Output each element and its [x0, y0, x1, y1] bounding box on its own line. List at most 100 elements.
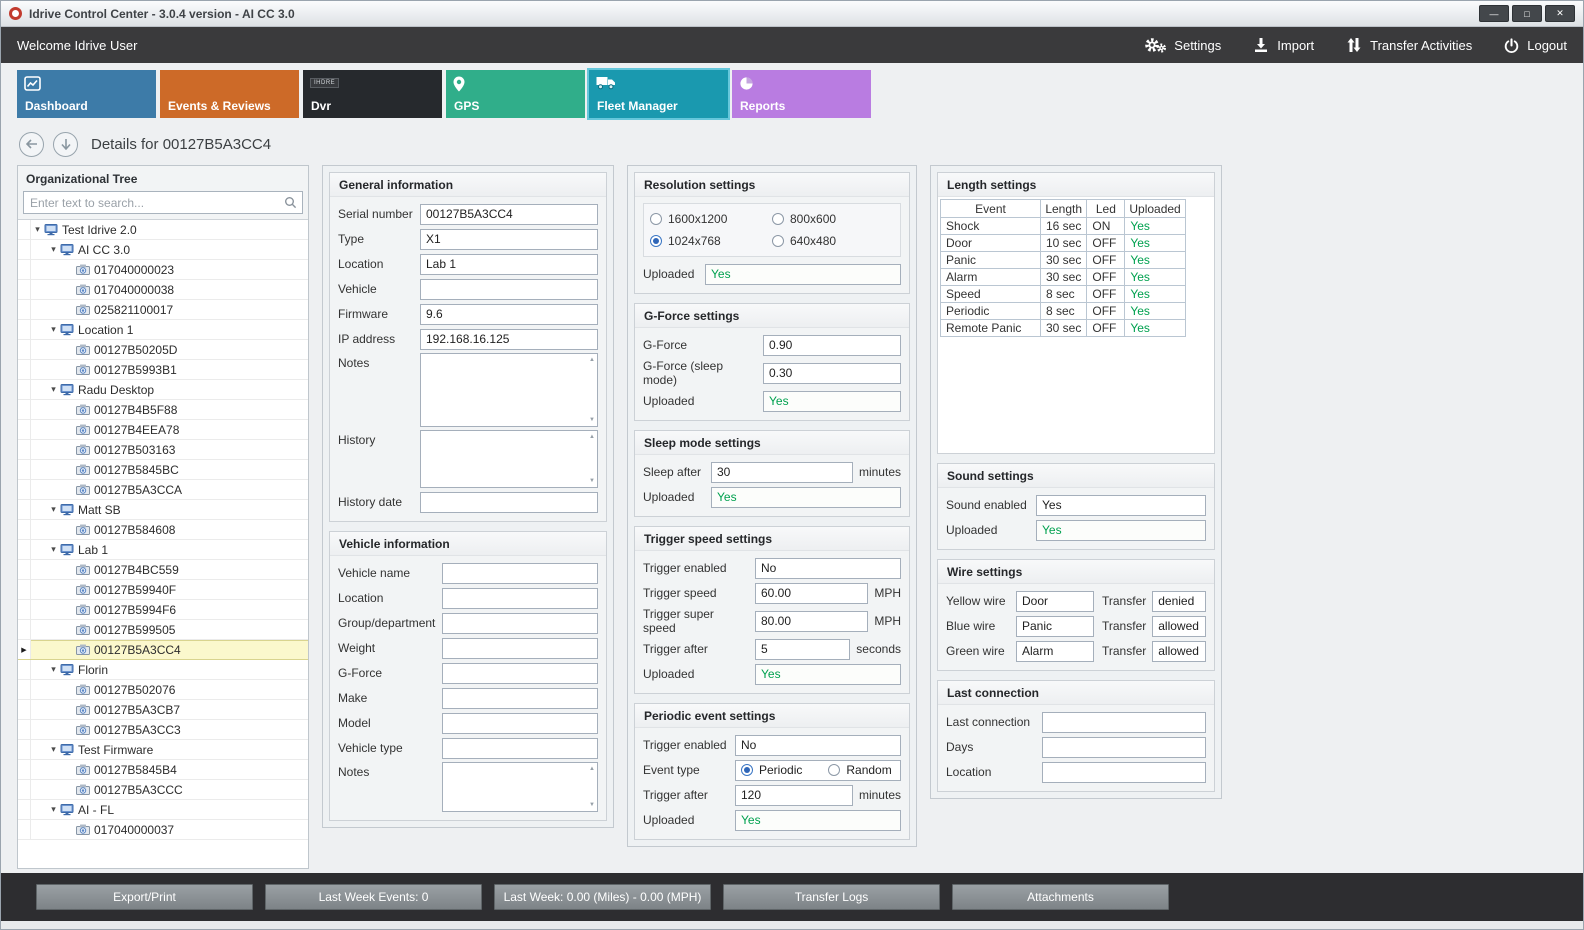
minimize-button[interactable]: — — [1479, 5, 1509, 22]
type-input[interactable]: X1 — [420, 228, 598, 250]
length-row[interactable]: Alarm 30 sec OFF Yes — [940, 268, 1186, 286]
history-date-input[interactable] — [420, 491, 598, 513]
tree-item-matt-sb[interactable]: ▾ Matt SB — [18, 500, 308, 520]
trigger-enabled-input[interactable]: No — [735, 734, 901, 756]
tree-item-test-firmware[interactable]: ▾ Test Firmware — [18, 740, 308, 760]
tree-item-test-idrive-2-0[interactable]: ▾ Test Idrive 2.0 — [18, 220, 308, 240]
length-row[interactable]: Panic 30 sec OFF Yes — [940, 251, 1186, 269]
length-row[interactable]: Remote Panic 30 sec OFF Yes — [940, 319, 1186, 337]
tree-item-radu-desktop[interactable]: ▾ Radu Desktop — [18, 380, 308, 400]
uploaded-input[interactable]: Yes — [1036, 519, 1206, 541]
resolution-option-1600x1200[interactable]: 1600x1200 — [650, 212, 772, 226]
tree-item-location-1[interactable]: ▾ Location 1 — [18, 320, 308, 340]
vehicle-name-input[interactable] — [442, 562, 598, 584]
tree-item-00127b59940f[interactable]: 00127B59940F — [18, 580, 308, 600]
expander-icon[interactable]: ▾ — [51, 324, 56, 334]
group-department-input[interactable] — [442, 612, 598, 634]
tree-search-input[interactable] — [24, 195, 284, 210]
firmware-input[interactable]: 9.6 — [420, 303, 598, 325]
attachments-button[interactable]: Attachments — [952, 884, 1169, 910]
resolution-option-640x480[interactable]: 640x480 — [772, 234, 894, 248]
length-row[interactable]: Speed 8 sec OFF Yes — [940, 285, 1186, 303]
g-force-sleep-mode-input[interactable]: 0.30 — [763, 362, 901, 384]
expander-icon[interactable]: ▾ — [51, 544, 56, 554]
tree-item-00127b4bc559[interactable]: 00127B4BC559 — [18, 560, 308, 580]
trigger-after-input[interactable]: 5 — [755, 638, 851, 660]
expander-icon[interactable]: ▾ — [51, 504, 56, 514]
tree-item-00127b5a3cc3[interactable]: 00127B5A3CC3 — [18, 720, 308, 740]
tree-item-00127b584608[interactable]: 00127B584608 — [18, 520, 308, 540]
tree-item-00127b5a3cca[interactable]: 00127B5A3CCA — [18, 480, 308, 500]
tree-item-00127b5a3cb7[interactable]: 00127B5A3CB7 — [18, 700, 308, 720]
transfer-activities-button[interactable]: Transfer Activities — [1346, 37, 1472, 53]
sound-enabled-input[interactable]: Yes — [1036, 494, 1206, 516]
expander-icon[interactable]: ▾ — [35, 224, 40, 234]
tree-item-00127b50205d[interactable]: 00127B50205D — [18, 340, 308, 360]
trigger-enabled-input[interactable]: No — [755, 557, 901, 579]
uploaded-input[interactable]: Yes — [711, 486, 901, 508]
tree-item-florin[interactable]: ▾ Florin — [18, 660, 308, 680]
tree-item-00127b5845b4[interactable]: 00127B5845B4 — [18, 760, 308, 780]
event-type-option-periodic[interactable]: Periodic — [741, 763, 802, 777]
event-type-option-random[interactable]: Random — [828, 763, 892, 777]
uploaded-input[interactable]: Yes — [763, 390, 901, 412]
tree-item-00127b5a3cc4[interactable]: ▶ 00127B5A3CC4 — [18, 640, 308, 660]
transfer-logs-button[interactable]: Transfer Logs — [723, 884, 940, 910]
uploaded-input[interactable]: Yes — [705, 263, 901, 285]
tree-item-00127b5845bc[interactable]: 00127B5845BC — [18, 460, 308, 480]
tree-item-00127b4eea78[interactable]: 00127B4EEA78 — [18, 420, 308, 440]
notes-textarea[interactable]: ▲ ▼ — [420, 353, 598, 427]
tree-item-025821100017[interactable]: 025821100017 — [18, 300, 308, 320]
tree-item-ai-fl[interactable]: ▾ AI - FL — [18, 800, 308, 820]
back-button[interactable] — [19, 131, 44, 157]
green-wire-input[interactable]: Alarm — [1016, 640, 1094, 662]
expander-icon[interactable]: ▾ — [51, 804, 56, 814]
tab-dvr[interactable]: IHDRE Dvr — [303, 70, 442, 118]
tree-item-017040000038[interactable]: 017040000038 — [18, 280, 308, 300]
expander-icon[interactable]: ▾ — [51, 664, 56, 674]
blue-wire-input[interactable]: Panic — [1016, 615, 1094, 637]
uploaded-input[interactable]: Yes — [755, 663, 901, 685]
length-row[interactable]: Door 10 sec OFF Yes — [940, 234, 1186, 252]
length-row[interactable]: Shock 16 sec ON Yes — [940, 217, 1186, 235]
export-print-button[interactable]: Export/Print — [36, 884, 253, 910]
tree-item-00127b503163[interactable]: 00127B503163 — [18, 440, 308, 460]
uploaded-input[interactable]: Yes — [735, 809, 901, 831]
maximize-button[interactable]: □ — [1512, 5, 1542, 22]
close-button[interactable]: ✕ — [1545, 5, 1575, 22]
tree-item-00127b4b5f88[interactable]: 00127B4B5F88 — [18, 400, 308, 420]
tree-item-00127b5993b1[interactable]: 00127B5993B1 — [18, 360, 308, 380]
last-connection-input[interactable] — [1042, 711, 1206, 733]
serial-number-input[interactable]: 00127B5A3CC4 — [420, 203, 598, 225]
days-input[interactable] — [1042, 736, 1206, 758]
last-week-events-button[interactable]: Last Week Events: 0 — [265, 884, 482, 910]
yellow-wire-transfer-input[interactable]: denied — [1152, 590, 1206, 612]
tab-events-reviews[interactable]: Events & Reviews — [160, 70, 299, 118]
g-force-input[interactable]: 0.90 — [763, 334, 901, 356]
tree-item-lab-1[interactable]: ▾ Lab 1 — [18, 540, 308, 560]
vehicle-type-input[interactable] — [442, 737, 598, 759]
location-input[interactable]: Lab 1 — [420, 253, 598, 275]
history-textarea[interactable]: ▲ ▼ — [420, 430, 598, 488]
location-input[interactable] — [1042, 761, 1206, 783]
length-row[interactable]: Periodic 8 sec OFF Yes — [940, 302, 1186, 320]
make-input[interactable] — [442, 687, 598, 709]
expander-icon[interactable]: ▾ — [51, 744, 56, 754]
yellow-wire-input[interactable]: Door — [1016, 590, 1094, 612]
tree-item-ai-cc-3-0[interactable]: ▾ AI CC 3.0 — [18, 240, 308, 260]
tab-fleet-manager[interactable]: Fleet Manager — [587, 68, 730, 120]
tab-reports[interactable]: Reports — [732, 70, 871, 118]
tab-gps[interactable]: GPS — [446, 70, 585, 118]
tree-item-017040000023[interactable]: 017040000023 — [18, 260, 308, 280]
tree-item-00127b5a3ccc[interactable]: 00127B5A3CCC — [18, 780, 308, 800]
import-button[interactable]: Import — [1253, 37, 1314, 53]
sleep-after-input[interactable]: 30 — [711, 461, 853, 483]
tree-item-00127b599505[interactable]: 00127B599505 — [18, 620, 308, 640]
vehicle-input[interactable] — [420, 278, 598, 300]
resolution-option-800x600[interactable]: 800x600 — [772, 212, 894, 226]
expander-icon[interactable]: ▾ — [51, 384, 56, 394]
trigger-super-speed-input[interactable]: 80.00 — [755, 610, 869, 632]
trigger-speed-input[interactable]: 60.00 — [755, 582, 869, 604]
model-input[interactable] — [442, 712, 598, 734]
download-details-button[interactable] — [53, 131, 78, 157]
